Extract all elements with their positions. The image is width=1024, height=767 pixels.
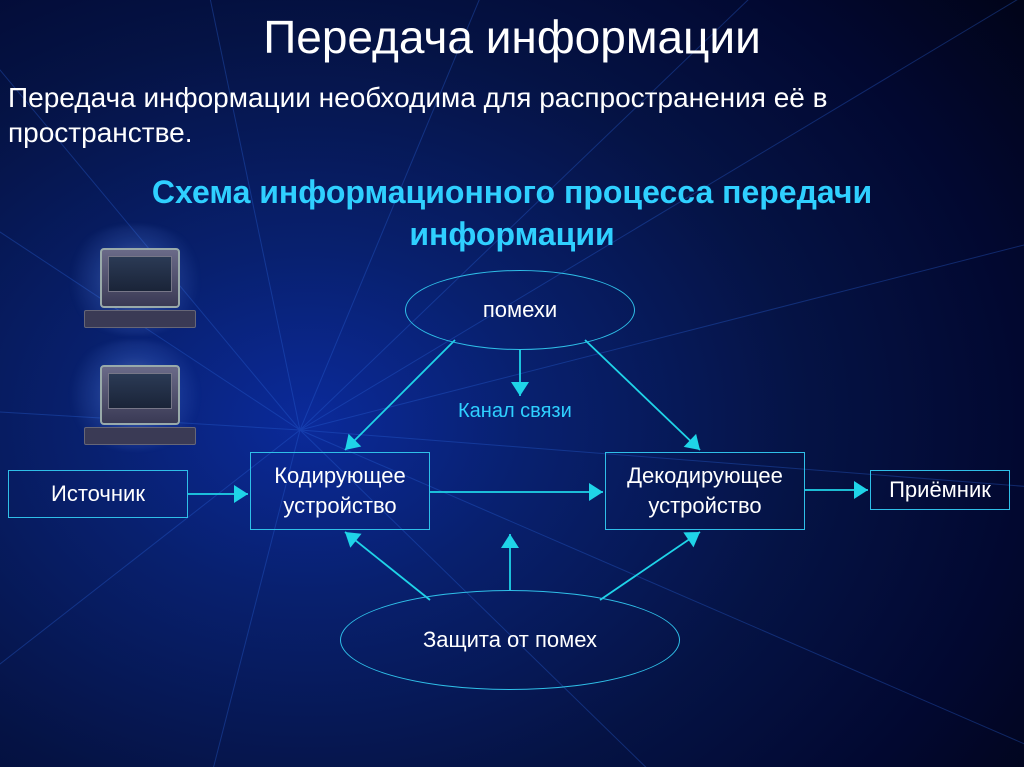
node-source: Источник xyxy=(8,470,188,518)
node-receiver: Приёмник xyxy=(870,470,1010,510)
node-channel: Канал связи xyxy=(458,400,572,423)
monitor-icon xyxy=(100,248,180,308)
slide-subtitle: Передача информации необходима для распр… xyxy=(8,80,1016,150)
node-encoder: Кодирующее устройство xyxy=(250,452,430,530)
node-protection: Защита от помех xyxy=(340,590,680,690)
monitor-icon xyxy=(100,365,180,425)
slide-title: Передача информации xyxy=(0,10,1024,64)
node-noise: помехи xyxy=(405,270,635,350)
computers-illustration xyxy=(70,230,220,460)
node-decoder: Декодирующее устройство xyxy=(605,452,805,530)
